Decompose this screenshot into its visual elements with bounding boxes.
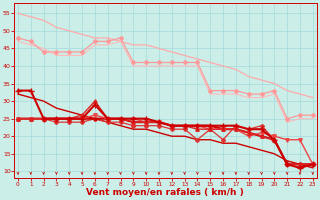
X-axis label: Vent moyen/en rafales ( km/h ): Vent moyen/en rafales ( km/h ) xyxy=(86,188,244,197)
